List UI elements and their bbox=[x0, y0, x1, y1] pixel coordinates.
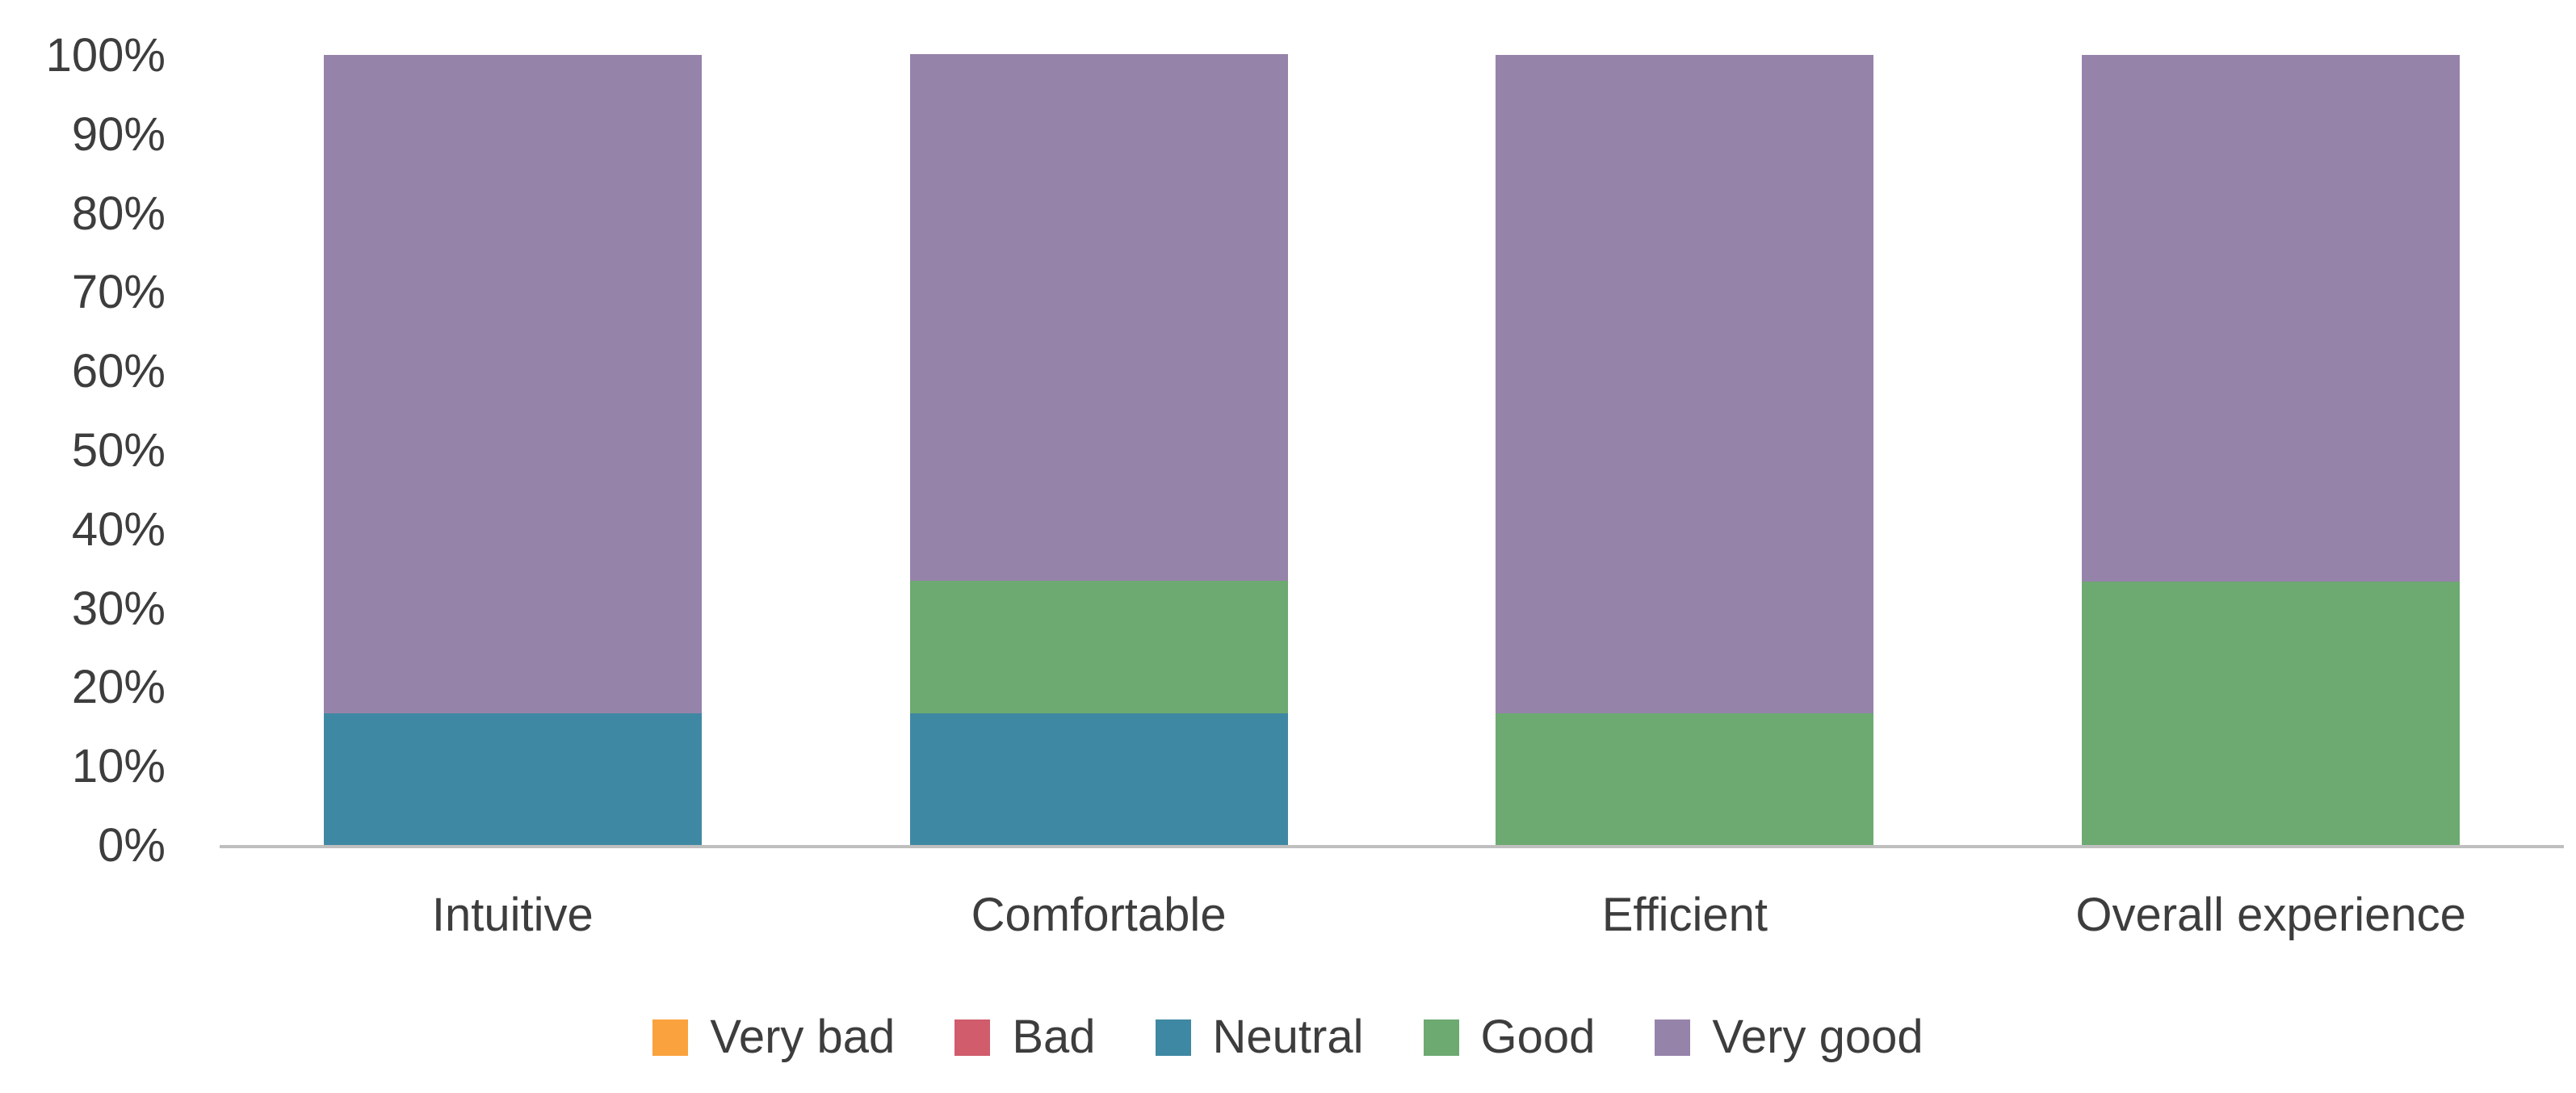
bar-comfortable bbox=[909, 54, 1288, 845]
legend-item-neutral: Neutral bbox=[1155, 1011, 1364, 1063]
y-tick-label-100-: 100% bbox=[45, 29, 166, 82]
bar-segment-intuitive-very-good bbox=[323, 55, 702, 713]
bar-segment-comfortable-good bbox=[909, 581, 1288, 713]
x-axis-line bbox=[220, 845, 2564, 848]
legend-swatch-good bbox=[1423, 1019, 1459, 1056]
bar-segment-intuitive-neutral bbox=[323, 713, 702, 845]
legend-label-neutral: Neutral bbox=[1212, 1011, 1364, 1063]
x-axis-label-intuitive: Intuitive bbox=[431, 889, 594, 941]
bar-segment-comfortable-very-good bbox=[909, 54, 1288, 582]
legend-label-very-good: Very good bbox=[1712, 1011, 1924, 1063]
y-tick-label-10-: 10% bbox=[71, 740, 166, 793]
legend-swatch-very-good bbox=[1655, 1019, 1691, 1056]
bar-segment-comfortable-neutral bbox=[909, 713, 1288, 845]
y-tick-label-40-: 40% bbox=[71, 502, 166, 556]
legend-swatch-very-bad bbox=[652, 1019, 689, 1056]
bar-segment-efficient-good bbox=[1496, 713, 1874, 845]
legend-swatch-bad bbox=[954, 1019, 991, 1056]
y-tick-label-60-: 60% bbox=[71, 345, 166, 398]
legend-swatch-neutral bbox=[1155, 1019, 1191, 1056]
legend-label-good: Good bbox=[1480, 1011, 1596, 1063]
legend-label-bad: Bad bbox=[1012, 1011, 1096, 1063]
y-tick-label-0-: 0% bbox=[98, 819, 166, 872]
x-axis-label-overall-experience: Overall experience bbox=[2075, 889, 2466, 941]
x-axis-label-comfortable: Comfortable bbox=[971, 889, 1227, 941]
bar-overall-experience bbox=[2082, 55, 2461, 845]
y-tick-label-30-: 30% bbox=[71, 582, 166, 635]
y-tick-label-20-: 20% bbox=[71, 661, 166, 714]
legend-label-very-bad: Very bad bbox=[710, 1011, 896, 1063]
bar-segment-efficient-very-good bbox=[1496, 55, 1874, 713]
legend: Very bad Bad Neutral Good Very good bbox=[0, 1013, 2576, 1061]
bar-segment-overall-experience-good bbox=[2082, 582, 2461, 845]
legend-item-bad: Bad bbox=[954, 1011, 1096, 1063]
legend-item-very-bad: Very bad bbox=[652, 1013, 895, 1061]
y-tick-label-70-: 70% bbox=[71, 266, 166, 319]
legend-item-very-good: Very good bbox=[1655, 1011, 1924, 1063]
legend-item-good: Good bbox=[1423, 1011, 1596, 1063]
y-tick-label-90-: 90% bbox=[71, 107, 166, 161]
x-axis-label-efficient: Efficient bbox=[1601, 889, 1768, 941]
y-tick-label-50-: 50% bbox=[71, 424, 166, 477]
bar-segment-overall-experience-very-good bbox=[2082, 55, 2461, 582]
bar-intuitive bbox=[323, 55, 702, 845]
bar-efficient bbox=[1496, 55, 1874, 845]
y-tick-label-80-: 80% bbox=[71, 187, 166, 240]
